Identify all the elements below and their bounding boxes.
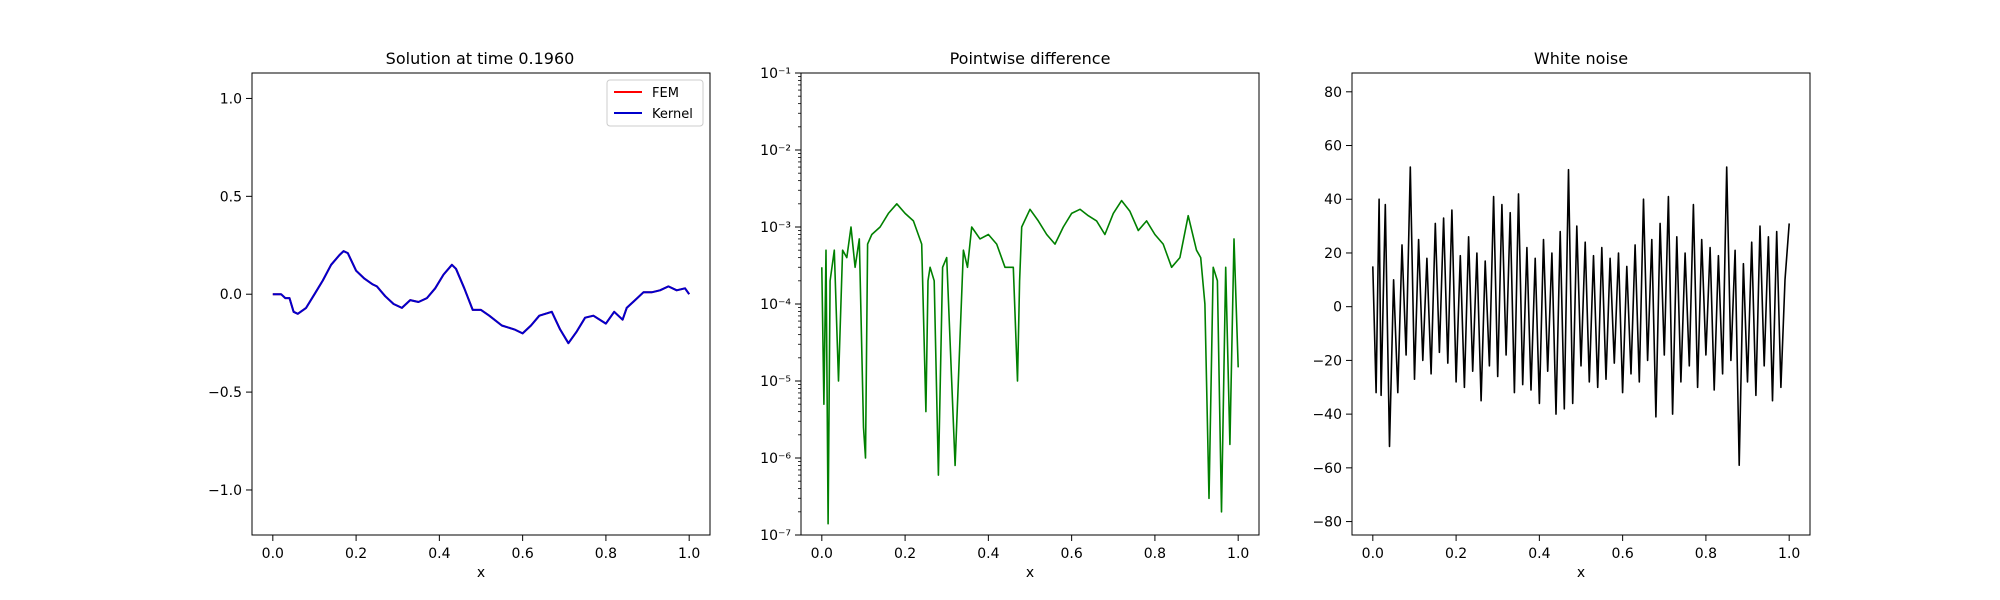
- legend: FEM Kernel: [606, 79, 704, 127]
- panel-noise-ticks: 0.0 0.2 0.4 0.6 0.8 1.0 −80 −60 −40 −20 0 20 40 60 80: [1312, 85, 1800, 562]
- x-tick-label: 1.0: [1778, 546, 1800, 562]
- panel-solution-lines: [272, 250, 691, 345]
- y-tick-label: 10⁻²: [760, 143, 791, 159]
- y-tick-label: 80: [1324, 85, 1342, 101]
- y-tick-label: −60: [1312, 461, 1342, 477]
- x-tick-label: 0.6: [512, 546, 534, 562]
- x-tick-label: 0.0: [262, 546, 284, 562]
- panel-noise-title: White noise: [1534, 49, 1628, 68]
- y-tick-label: 10⁻⁵: [760, 374, 791, 390]
- panel-difference-ticks: 0.0 0.2 0.4 0.6 0.8 1.0 10⁻⁷ 10⁻⁶ 10⁻⁵ 10⁻⁴ 10⁻³ 10…: [760, 66, 1249, 562]
- panel-solution-title: Solution at time 0.1960: [386, 49, 575, 68]
- y-tick-label: 10⁻⁶: [760, 451, 791, 467]
- panel-difference-xlabel: x: [1026, 565, 1034, 581]
- y-tick-label: −80: [1312, 515, 1342, 531]
- panel-difference-lines: [821, 199, 1239, 525]
- panel-solution-ticks: 0.0 0.2 0.4 0.6 0.8 1.0 −1.0 −0.5 0.0 0.5 1.0: [208, 91, 700, 562]
- y-tick-label: −20: [1312, 353, 1342, 369]
- panel-difference-title: Pointwise difference: [950, 49, 1111, 68]
- x-tick-label: 0.8: [595, 546, 617, 562]
- panel-noise: White noise 0.0 0.2 0.4 0.6 0.8 1.0 −80 −60 −40 −…: [1312, 49, 1811, 581]
- y-tick-label: 10⁻⁴: [760, 297, 791, 313]
- x-tick-label: 0.4: [977, 546, 999, 562]
- panel-difference: Pointwise difference 0.0 0.2 0.4 0.6 0.8 1.0 1…: [760, 49, 1260, 581]
- panel-noise-lines: [1372, 166, 1790, 467]
- panel-difference-frame: [800, 72, 1260, 536]
- series-line-p1-0: [821, 199, 1239, 525]
- x-tick-label: 0.8: [1695, 546, 1717, 562]
- y-tick-label: −1.0: [208, 483, 242, 499]
- series-line-p2-0: [1372, 166, 1790, 467]
- x-tick-label: 1.0: [678, 546, 700, 562]
- y-tick-label: −0.5: [208, 385, 242, 401]
- y-tick-label: 0.5: [220, 189, 242, 205]
- x-tick-label: 0.0: [1362, 546, 1384, 562]
- y-tick-label: 10⁻³: [760, 220, 791, 236]
- y-tick-label: 0.0: [220, 287, 242, 303]
- x-tick-label: 0.0: [811, 546, 833, 562]
- y-tick-label: 10⁻⁷: [760, 528, 791, 544]
- panel-solution-xlabel: x: [477, 565, 485, 581]
- series-line-fem: [272, 250, 691, 345]
- y-tick-label: 1.0: [220, 91, 242, 107]
- x-tick-label: 0.2: [345, 546, 367, 562]
- x-tick-label: 0.6: [1061, 546, 1083, 562]
- y-tick-label: −40: [1312, 407, 1342, 423]
- panel-solution-frame: [251, 72, 711, 536]
- series-line-kernel: [272, 250, 691, 345]
- x-tick-label: 0.6: [1612, 546, 1634, 562]
- x-tick-label: 0.2: [894, 546, 916, 562]
- x-tick-label: 1.0: [1227, 546, 1249, 562]
- y-tick-label: 60: [1324, 139, 1342, 155]
- y-tick-label: 0: [1333, 300, 1342, 316]
- x-tick-label: 0.2: [1445, 546, 1467, 562]
- legend-label-fem: FEM: [652, 86, 679, 101]
- y-tick-label: 10⁻¹: [760, 66, 791, 82]
- y-tick-label: 40: [1324, 192, 1342, 208]
- panel-noise-xlabel: x: [1577, 565, 1585, 581]
- x-tick-label: 0.4: [428, 546, 450, 562]
- legend-label-kernel: Kernel: [652, 107, 693, 122]
- panel-noise-frame: [1351, 72, 1811, 536]
- y-tick-label: 20: [1324, 246, 1342, 262]
- x-tick-label: 0.4: [1528, 546, 1550, 562]
- panel-solution: Solution at time 0.1960 0.0 0.2 0.4 0.6 0.8 1…: [208, 49, 711, 581]
- x-tick-label: 0.8: [1144, 546, 1166, 562]
